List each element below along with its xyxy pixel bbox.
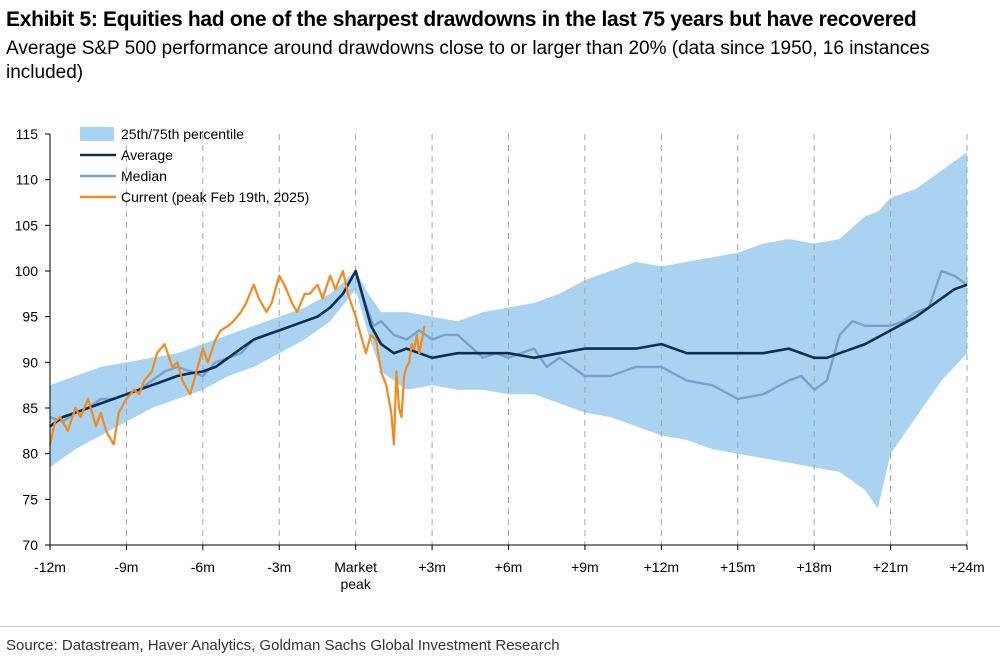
y-tick-label: 90 (22, 354, 38, 370)
x-tick-label: +9m (571, 559, 599, 575)
current-line (48, 269, 426, 446)
x-tick-label: +24m (949, 559, 984, 575)
x-tick-label: -6m (191, 559, 215, 575)
band-layer (50, 152, 967, 509)
y-tick-label: 95 (22, 309, 38, 325)
series-lines (48, 269, 968, 446)
legend-label: 25th/75th percentile (121, 126, 244, 142)
legend-label: Average (121, 147, 173, 163)
legend: 25th/75th percentile Average Median Current… (80, 126, 309, 205)
legend-swatch-band (80, 127, 114, 141)
median-line (49, 269, 968, 423)
y-tick-label: 80 (22, 446, 38, 462)
x-tick-label: -12m (34, 559, 66, 575)
x-tick-label: +21m (873, 559, 908, 575)
source-divider (0, 626, 1000, 627)
y-tick-label: 115 (16, 126, 39, 142)
x-tick-label: Market (334, 559, 377, 575)
chart-title: Exhibit 5: Equities had one of the sharp… (6, 8, 917, 31)
y-tick-label: 110 (16, 172, 39, 188)
gridlines (125, 134, 968, 545)
x-tick-label: peak (340, 576, 371, 592)
x-tick-label: -9m (114, 559, 138, 575)
x-tick-label: -3m (267, 559, 291, 575)
average-line (49, 269, 968, 428)
y-tick-label: 105 (15, 217, 39, 233)
x-tick-label: +3m (418, 559, 446, 575)
source-note: Source: Datastream, Haver Analytics, Gol… (6, 637, 560, 654)
x-tick-label: +12m (644, 559, 679, 575)
x-tick-label: +18m (796, 559, 831, 575)
chart-subtitle: Average S&P 500 performance around drawd… (6, 38, 930, 83)
x-tick-label: +15m (720, 559, 755, 575)
axes: 70 75 80 85 90 95 100 105 110 115 -12m -9m -6m -3m Mar… (15, 126, 985, 592)
y-tick-label: 85 (22, 400, 38, 416)
y-tick-label: 75 (22, 491, 38, 507)
legend-label: Median (121, 168, 167, 184)
chart-area: 70 75 80 85 90 95 100 105 110 115 -12m -9m -6m -3m Mar… (15, 126, 985, 592)
percentile-band (50, 152, 967, 509)
y-tick-label: 100 (15, 263, 39, 279)
x-tick-label: +6m (495, 559, 523, 575)
legend-label: Current (peak Feb 19th, 2025) (121, 189, 309, 205)
y-tick-label: 70 (22, 537, 38, 553)
